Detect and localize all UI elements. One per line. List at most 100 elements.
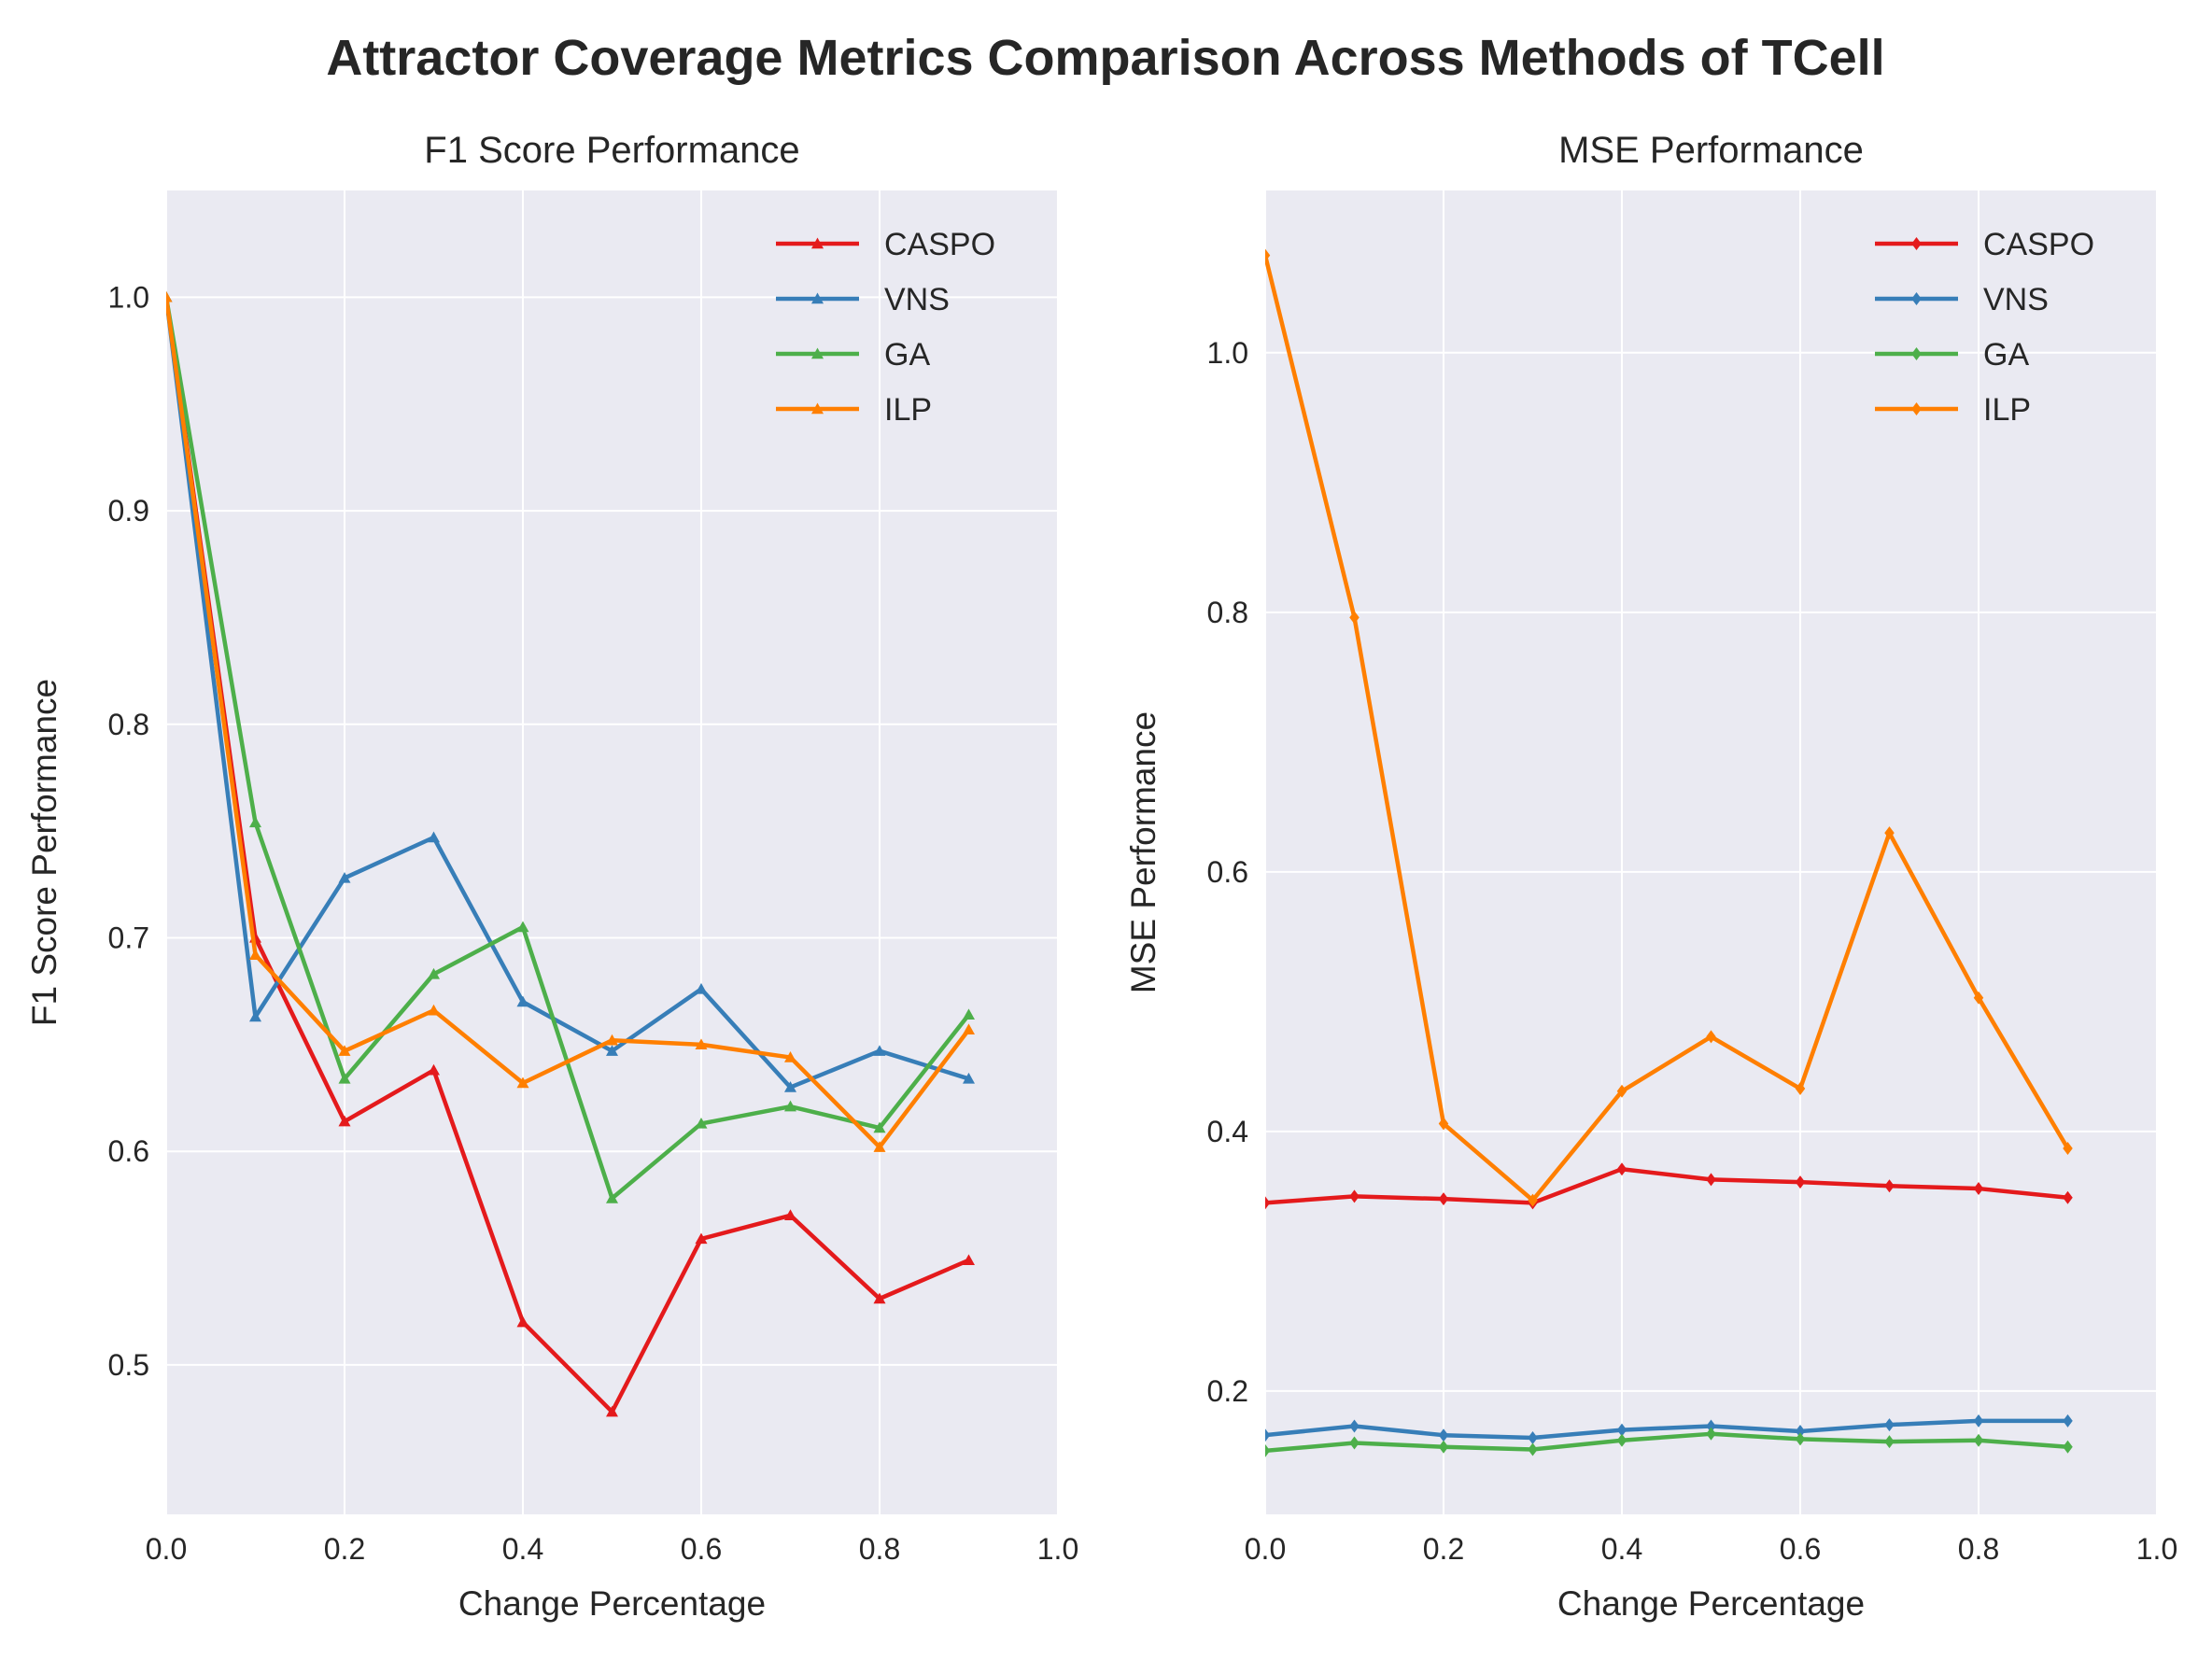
data-point-ilp (606, 1034, 618, 1046)
chart-title: MSE Performance (1558, 130, 1864, 171)
legend: CASPO VNS GA ILP (1875, 227, 2094, 428)
data-point-vns (1973, 1414, 1984, 1428)
data-point-vns (428, 831, 440, 843)
y-tick-label: 0.7 (108, 921, 149, 954)
data-point-ga (1706, 1427, 1716, 1441)
x-tick-label: 0.0 (1245, 1532, 1286, 1566)
y-tick-label: 0.5 (108, 1348, 149, 1382)
x-tick-label: 1.0 (2136, 1532, 2177, 1566)
y-tick-label: 0.8 (108, 708, 149, 741)
data-point-ga (1349, 1436, 1360, 1450)
data-point-ilp (1616, 1084, 1627, 1098)
data-point-ilp (166, 290, 173, 302)
data-point-caspo (873, 1292, 886, 1304)
plot-area (166, 190, 1058, 1514)
data-point-ilp (338, 1045, 351, 1056)
series-line-caspo (166, 297, 970, 1414)
data-point-ilp (1884, 826, 1895, 840)
data-point-ilp (2063, 1141, 2073, 1155)
data-point-ga (873, 1121, 886, 1133)
data-point-vns (1438, 1428, 1449, 1442)
data-point-ilp (695, 1038, 708, 1050)
data-point-caspo (428, 1063, 440, 1076)
data-point-ga (1795, 1432, 1806, 1446)
data-point-caspo (1884, 1179, 1895, 1193)
data-point-caspo (1438, 1192, 1449, 1206)
data-point-ilp (1349, 611, 1360, 625)
y-tick-label: 0.6 (1207, 855, 1248, 889)
legend-label-ga: GA (884, 337, 930, 373)
y-tick-label: 1.0 (1207, 336, 1248, 370)
data-point-vns (338, 871, 351, 883)
data-point-ilp (873, 1141, 886, 1152)
series-line-vns (1265, 1418, 2068, 1441)
data-point-caspo (1349, 1189, 1360, 1203)
x-axis-label: Change Percentage (1557, 1584, 1865, 1623)
data-point-ilp (1795, 1082, 1806, 1096)
f1-score-chart: 0.0 0.2 0.4 0.6 0.8 1.0 0.5 0.6 0.7 0.8 0.9 1.0 F1 S… (25, 130, 1078, 1623)
y-tick-label: 0.2 (1207, 1374, 1248, 1408)
data-point-ga (695, 1117, 708, 1129)
data-point-ilp (1265, 248, 1271, 262)
data-point-caspo (963, 1254, 975, 1266)
data-point-vns (1706, 1419, 1716, 1433)
data-point-caspo (1265, 1196, 1271, 1210)
x-axis-label: Change Percentage (458, 1584, 766, 1623)
data-point-ga (2063, 1440, 2073, 1454)
data-point-ga (784, 1100, 796, 1112)
legend-marker-vns (1911, 292, 1922, 305)
mse-chart: 0.0 0.2 0.4 0.6 0.8 1.0 0.2 0.4 0.6 0.8 1.0 MSE Per… (1124, 130, 2177, 1623)
legend-label-caspo: CASPO (884, 227, 995, 262)
legend-marker-vns (811, 292, 824, 304)
legend-marker-caspo (811, 237, 824, 249)
y-axis-label: MSE Performance (1124, 711, 1162, 993)
data-point-vns (873, 1045, 886, 1056)
x-tick-label: 0.6 (1780, 1532, 1821, 1566)
legend-marker-ga (811, 347, 824, 359)
data-point-vns (1265, 1428, 1271, 1442)
plot-area (1265, 190, 2157, 1514)
data-point-ga (338, 1072, 351, 1084)
data-point-vns (2063, 1414, 2073, 1428)
data-point-ilp (1973, 991, 1984, 1005)
data-point-ilp (428, 1004, 440, 1016)
data-point-caspo (516, 1315, 529, 1328)
data-point-ilp (249, 949, 261, 960)
legend: CASPO VNS GA ILP (776, 227, 995, 428)
legend-label-vns: VNS (884, 282, 950, 317)
chart-title: F1 Score Performance (424, 130, 799, 171)
data-point-vns (1795, 1425, 1806, 1439)
data-point-ilp (1706, 1030, 1716, 1044)
series-group (1265, 248, 2073, 1457)
data-point-caspo (1706, 1173, 1716, 1187)
x-tick-label: 0.4 (1601, 1532, 1642, 1566)
data-point-ga (1438, 1440, 1449, 1454)
data-point-vns (963, 1072, 975, 1084)
series-line-ilp (166, 297, 971, 1149)
data-point-caspo (2063, 1190, 2073, 1204)
data-point-ga (428, 967, 440, 979)
data-point-vns (695, 982, 708, 994)
data-point-ga (1616, 1433, 1627, 1447)
y-axis-label: F1 Score Performance (25, 679, 63, 1026)
data-point-ilp (516, 1076, 529, 1089)
y-tick-label: 0.9 (108, 494, 149, 528)
x-tick-label: 0.0 (146, 1532, 187, 1566)
data-point-caspo (1973, 1182, 1984, 1196)
y-tick-label: 0.4 (1207, 1115, 1248, 1148)
data-point-vns (1884, 1418, 1895, 1432)
x-tick-label: 0.8 (1958, 1532, 1999, 1566)
data-point-vns (516, 995, 529, 1007)
data-point-ilp (1528, 1193, 1538, 1207)
legend-label-vns: VNS (1983, 282, 2049, 317)
data-point-ga (606, 1192, 618, 1203)
figure-title: Attractor Coverage Metrics Comparison Ac… (326, 30, 1884, 86)
legend-label-ilp: ILP (884, 392, 932, 428)
x-tick-label: 1.0 (1037, 1532, 1078, 1566)
data-point-ga (1884, 1435, 1895, 1449)
data-point-caspo (695, 1232, 708, 1245)
data-point-vns (1528, 1430, 1538, 1444)
data-point-ga (1973, 1433, 1984, 1447)
x-tick-label: 0.2 (324, 1532, 365, 1566)
y-tick-label: 0.8 (1207, 596, 1248, 629)
